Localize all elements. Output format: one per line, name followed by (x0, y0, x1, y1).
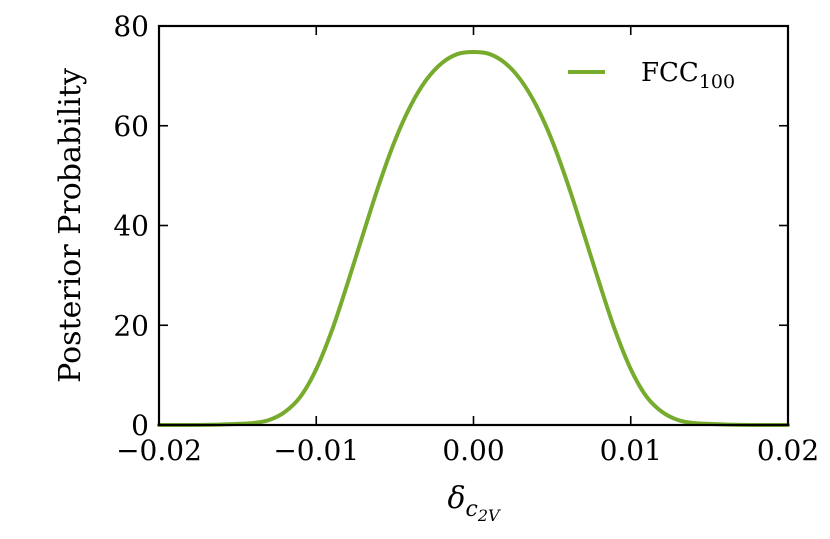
legend-label-fcc100: FCC100 (641, 58, 735, 93)
y-tick-label: 0 (131, 409, 149, 442)
y-tick-label: 40 (113, 210, 149, 243)
axis-tick-labels: −0.02 −0.01 0.00 0.01 0.02 0 20 40 60 80 (113, 10, 819, 467)
plot-frame (157, 24, 790, 427)
legend-label-main: FCC (641, 58, 699, 88)
x-axis-label-subsub: 2V (477, 506, 501, 525)
y-tick-label: 80 (113, 10, 149, 43)
series-line-fcc100 (157, 49, 790, 428)
legend: FCC100 (568, 58, 735, 93)
y-tick-label: 60 (113, 110, 149, 143)
x-tick-label: 0.02 (757, 434, 819, 467)
x-tick-label: −0.01 (273, 434, 359, 467)
x-tick-label: −0.02 (116, 434, 202, 467)
x-axis-label-sub: c (466, 497, 478, 522)
y-axis-label: Posterior Probability (53, 68, 88, 383)
y-tick-label: 20 (113, 309, 149, 342)
x-axis-label: δc2V (447, 481, 501, 525)
x-axis-label-symbol: δ (447, 481, 465, 516)
x-tick-label: 0.01 (600, 434, 662, 467)
x-tick-label: 0.00 (442, 434, 504, 467)
legend-label-sub: 100 (699, 71, 735, 93)
